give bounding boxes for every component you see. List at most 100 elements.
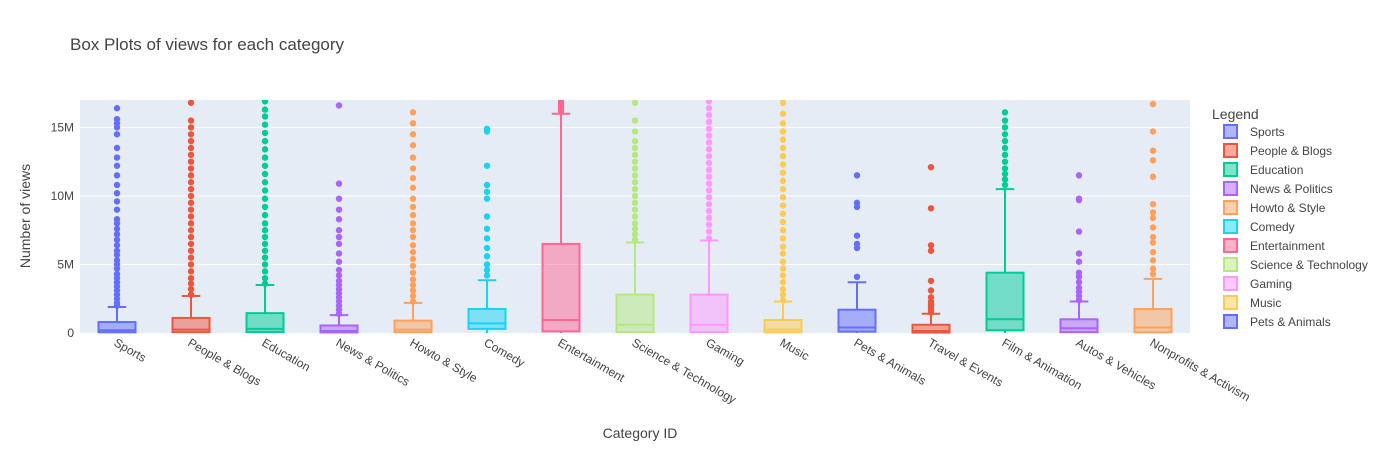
legend-item[interactable]: Gaming [1223,276,1292,291]
outlier-point [409,262,417,270]
outlier-point [705,159,713,167]
legend-item[interactable]: Entertainment [1223,238,1325,253]
chart-title: Box Plots of views for each category [70,35,345,54]
outlier-point [261,268,269,275]
outlier-point [779,161,787,168]
legend-item[interactable]: Pets & Animals [1223,314,1331,329]
legend-item[interactable]: Sports [1223,124,1285,139]
outlier-point [631,137,639,145]
outlier-point [187,227,195,234]
outlier-point [1149,270,1157,278]
legend-label: Education [1250,163,1303,177]
outlier-point [335,102,343,109]
box-iqr [985,271,1025,332]
outlier-point [409,211,417,219]
x-tick-label: Entertainment [556,335,628,385]
outlier-point [927,247,935,254]
outlier-point [409,131,417,138]
outlier-point [1149,128,1157,135]
outlier-point [483,244,491,252]
legend-label: Howto & Style [1250,201,1326,215]
outlier-point [261,220,269,227]
outlier-point [1075,195,1083,202]
legend-label: News & Politics [1250,182,1333,196]
box-travel-events [911,163,951,334]
outlier-point [409,220,417,227]
legend-item[interactable]: People & Blogs [1223,143,1332,158]
outlier-point [483,188,491,196]
outlier-point [705,146,713,153]
legend-item[interactable]: Comedy [1223,219,1295,234]
outlier-point [779,169,787,176]
legend-item[interactable]: Education [1223,162,1303,177]
outlier-point [483,213,491,220]
outlier-point [409,298,417,305]
legend-item[interactable]: Music [1223,295,1281,310]
outlier-point [631,165,639,172]
box-iqr [911,323,951,334]
outlier-point [557,100,565,104]
outlier-point [779,227,787,234]
outlier-point [483,272,491,279]
outlier-point [779,279,787,286]
outlier-point [927,287,935,294]
outlier-point [409,142,417,149]
outlier-point [779,272,787,279]
legend-item[interactable]: News & Politics [1223,181,1333,196]
legend-label: Science & Technology [1250,258,1368,272]
outlier-point [261,211,269,219]
outlier-point [261,100,269,105]
outlier-point [113,181,121,189]
outlier-point [1001,158,1009,165]
outlier-point [779,128,787,135]
legend-item[interactable]: Science & Technology [1223,257,1368,272]
box-entertainment [541,100,581,333]
outlier-point [409,255,417,263]
outlier-point [705,187,713,194]
outlier-point [113,247,121,254]
outlier-point [187,185,195,193]
legend-label: Sports [1250,125,1285,139]
outlier-point [187,144,195,152]
outlier-point [631,128,639,135]
outlier-point [779,291,787,298]
legend-item[interactable]: Howto & Style [1223,200,1326,215]
outlier-point [853,232,861,239]
legend-label: People & Blogs [1250,144,1332,158]
outlier-point [187,220,195,227]
outlier-point [187,268,195,275]
outlier-point [705,111,713,119]
outlier-point [335,250,343,257]
outlier-point [853,273,861,281]
outlier-point [335,240,343,248]
outlier-point [631,179,639,186]
outlier-point [631,144,639,152]
outlier-point [1001,131,1009,138]
outlier-point [261,274,269,282]
outlier-point [409,248,417,256]
outlier-point [1001,151,1009,159]
outlier-point [409,203,417,211]
box-iqr [1133,308,1173,334]
box-iqr [245,312,285,334]
outlier-point [779,120,787,127]
box-education [245,100,285,334]
y-tick-label: 10M [51,189,74,203]
outlier-point [705,214,713,222]
outlier-point [113,172,121,179]
outlier-point [483,162,491,169]
box-science-technology [615,100,655,334]
outlier-point [705,125,713,132]
outlier-point [335,258,343,265]
outlier-point [187,240,195,248]
outlier-point [409,109,417,116]
legend-swatch [1223,162,1238,177]
outlier-point [779,218,787,226]
outlier-point [113,144,121,152]
outlier-point [631,220,639,227]
outlier-point [779,136,787,143]
outlier-point [1001,124,1009,131]
outlier-point [187,100,195,106]
outlier-point [705,200,713,208]
